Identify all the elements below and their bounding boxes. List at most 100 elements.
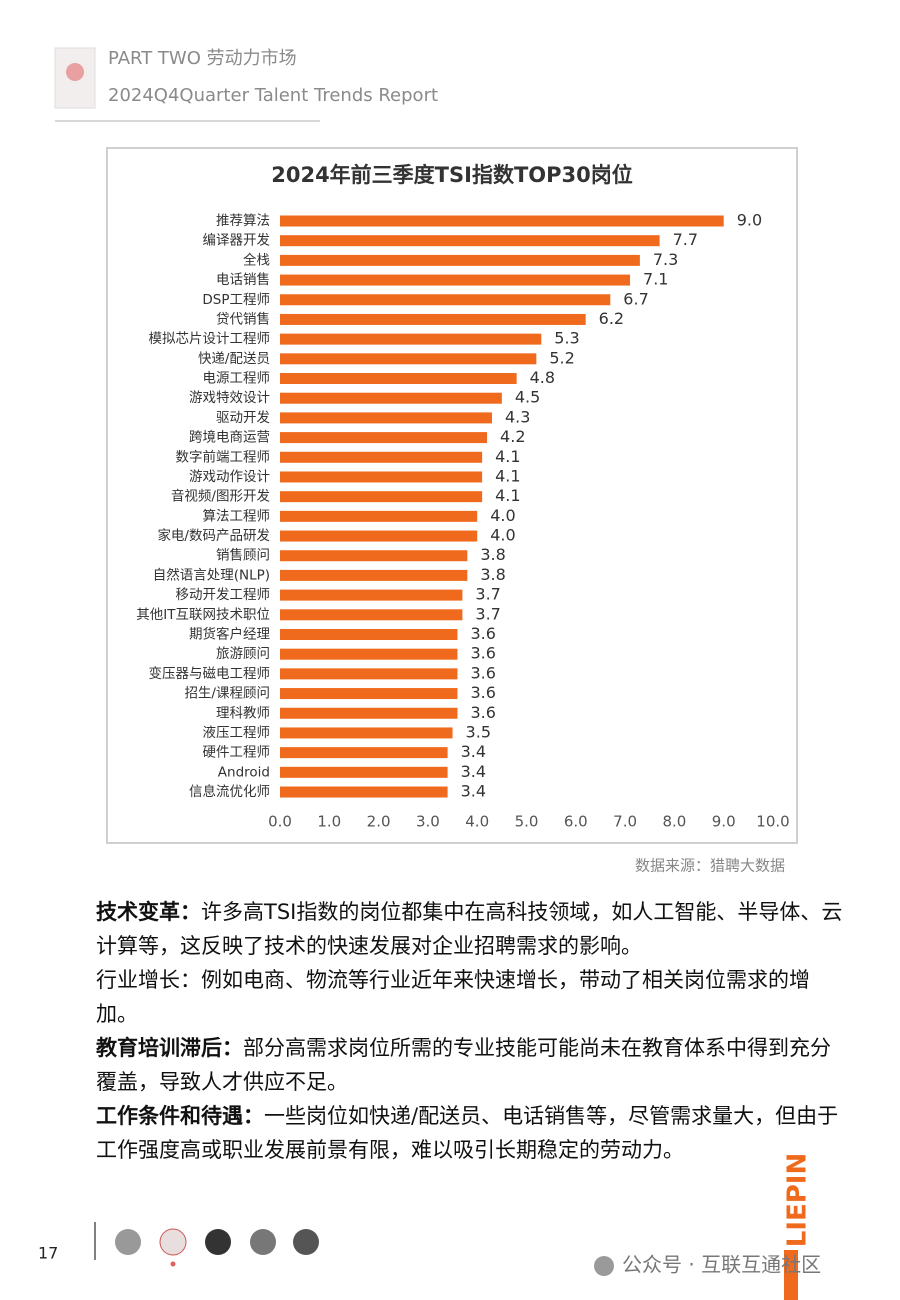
bar — [280, 373, 517, 385]
watermark-icon — [594, 1256, 614, 1276]
value-label: 3.6 — [470, 624, 495, 643]
bar — [280, 353, 537, 365]
y-tick-label: Android — [218, 764, 270, 780]
paragraph: 工作条件和待遇：一些岗位如快递/配送员、电话销售等，尽管需求量大，但由于工作强度… — [96, 1099, 844, 1167]
y-tick-label: 模拟芯片设计工程师 — [149, 331, 271, 347]
bar — [280, 688, 458, 700]
paragraph-text: 许多高TSI指数的岗位都集中在高科技领域，如人工智能、半导体、云计算等，这反映了… — [96, 900, 843, 958]
footer-thumb — [205, 1229, 231, 1255]
x-tick-label: 5.0 — [515, 813, 539, 831]
paragraph: 行业增长：例如电商、物流等行业近年来快速增长，带动了相关岗位需求的增加。 — [96, 963, 844, 1031]
body-text: 技术变革：许多高TSI指数的岗位都集中在高科技领域，如人工智能、半导体、云计算等… — [96, 895, 844, 1167]
bar — [280, 589, 463, 601]
value-label: 7.7 — [673, 230, 698, 249]
y-tick-label: 快递/配送员 — [198, 351, 270, 367]
bar — [280, 747, 448, 759]
value-label: 3.6 — [470, 703, 495, 722]
y-tick-label: 变压器与磁电工程师 — [149, 666, 271, 682]
x-tick-label: 8.0 — [662, 813, 686, 831]
paragraph-text: 部分高需求岗位所需的专业技能可能尚未在教育体系中得到充分覆盖，导致人才供应不足。 — [96, 1036, 831, 1094]
value-label: 4.1 — [495, 486, 520, 505]
paragraph: 教育培训滞后：部分高需求岗位所需的专业技能可能尚未在教育体系中得到充分覆盖，导致… — [96, 1031, 844, 1099]
bar — [280, 491, 483, 503]
value-label: 4.0 — [490, 506, 515, 525]
footer-brand-bar — [784, 1250, 798, 1300]
value-label: 4.8 — [530, 368, 555, 387]
value-label: 3.6 — [470, 683, 495, 702]
y-tick-label: 编译器开发 — [203, 233, 271, 249]
y-tick-label: 音视频/图形开发 — [171, 488, 271, 505]
footer-brand: LIEPIN — [783, 1153, 813, 1248]
y-tick-label: 游戏动作设计 — [189, 469, 270, 485]
bar — [280, 628, 458, 640]
bar — [280, 609, 463, 621]
y-tick-label: 硬件工程师 — [203, 745, 271, 761]
x-tick-label: 7.0 — [613, 813, 637, 831]
paragraph-lead: 工作条件和待遇： — [96, 1104, 264, 1128]
value-label: 6.2 — [599, 309, 624, 328]
x-tick-label: 10.0 — [756, 813, 789, 831]
y-tick-label: 跨境电商运营 — [189, 430, 270, 446]
y-tick-label: 数字前端工程师 — [176, 448, 271, 465]
value-label: 9.0 — [737, 211, 762, 230]
bar — [280, 333, 542, 345]
y-tick-label: 招生/课程顾问 — [184, 686, 270, 702]
value-label: 5.2 — [549, 348, 574, 367]
value-label: 3.7 — [475, 585, 500, 604]
bar — [280, 215, 724, 227]
bar — [280, 727, 453, 739]
x-tick-label: 6.0 — [564, 813, 588, 831]
paragraph: 技术变革：许多高TSI指数的岗位都集中在高科技领域，如人工智能、半导体、云计算等… — [96, 895, 844, 963]
bar — [280, 707, 458, 719]
value-label: 4.3 — [505, 407, 530, 426]
bar — [280, 786, 448, 798]
y-tick-label: 贷代销售 — [216, 311, 270, 327]
bar — [280, 668, 458, 680]
y-tick-label: 信息流优化师 — [189, 783, 270, 800]
x-tick-label: 2.0 — [367, 813, 391, 831]
paragraph-lead: 技术变革： — [96, 900, 201, 924]
header-icon-dot — [66, 63, 84, 81]
bar — [280, 550, 468, 562]
x-tick-label: 4.0 — [465, 813, 489, 831]
watermark: 公众号 · 互联互通社区 — [622, 1253, 821, 1277]
value-label: 5.3 — [554, 329, 579, 348]
y-tick-label: 电源工程师 — [203, 371, 271, 387]
y-tick-label: 移动开发工程师 — [176, 587, 271, 603]
bar — [280, 432, 488, 444]
y-tick-label: 销售顾问 — [216, 548, 270, 564]
value-label: 3.8 — [480, 565, 505, 584]
x-tick-label: 0.0 — [268, 813, 292, 831]
bar — [280, 235, 660, 247]
value-label: 4.1 — [495, 466, 520, 485]
value-label: 3.4 — [461, 782, 486, 801]
y-tick-label: 推荐算法 — [216, 213, 270, 229]
value-label: 4.2 — [500, 427, 525, 446]
chart-title: 2024年前三季度TSI指数TOP30岗位 — [271, 163, 633, 187]
value-label: 3.5 — [466, 722, 491, 741]
value-label: 4.5 — [515, 388, 540, 407]
value-label: 3.4 — [461, 762, 486, 781]
bar — [280, 648, 458, 660]
x-tick-label: 9.0 — [712, 813, 736, 831]
bar — [280, 530, 478, 542]
bar — [280, 766, 448, 778]
y-tick-label: 电话销售 — [216, 272, 270, 288]
value-label: 3.6 — [470, 663, 495, 682]
y-tick-label: 自然语言处理(NLP) — [153, 566, 270, 583]
footer-active-dot — [170, 1261, 176, 1267]
y-tick-label: 旅游顾问 — [216, 646, 270, 662]
y-tick-label: 游戏特效设计 — [189, 390, 270, 406]
bar — [280, 569, 468, 581]
value-label: 3.6 — [470, 644, 495, 663]
bar — [280, 451, 483, 463]
y-tick-label: 全栈 — [243, 251, 270, 268]
bar — [280, 392, 502, 404]
bar — [280, 254, 640, 266]
footer-thumb — [159, 1228, 187, 1256]
bar — [280, 510, 478, 522]
value-label: 4.0 — [490, 526, 515, 545]
bar — [280, 313, 586, 325]
